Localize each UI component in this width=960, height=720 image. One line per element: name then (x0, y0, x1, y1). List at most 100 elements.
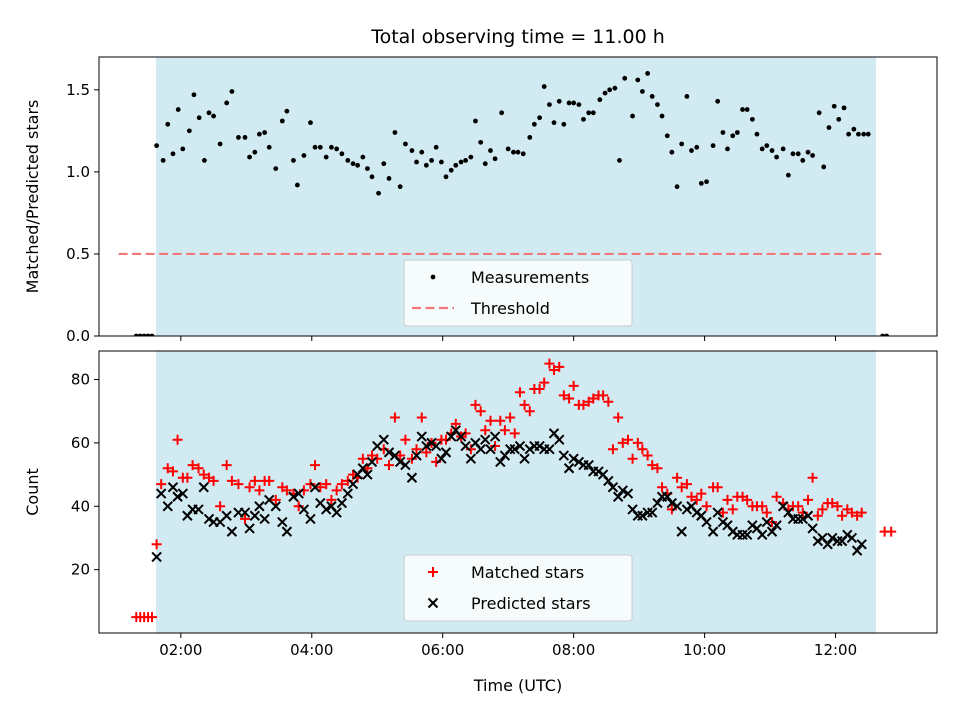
data-point (704, 179, 709, 185)
data-point (360, 154, 366, 160)
data-point (256, 131, 262, 137)
data-point-x (383, 447, 395, 458)
data-point-x (797, 513, 808, 525)
data-point (612, 85, 618, 91)
data-point-x (846, 532, 858, 544)
data-point-x (288, 491, 299, 502)
series-matched-stars (131, 358, 897, 623)
data-point (597, 97, 603, 103)
data-point-x (632, 510, 644, 521)
data-point (355, 162, 361, 168)
data-point (841, 105, 847, 111)
data-point (448, 167, 454, 173)
data-point-x (737, 529, 748, 540)
data-point-plus (564, 393, 575, 404)
data-point-plus (221, 460, 232, 471)
data-point (154, 143, 160, 149)
data-point (684, 93, 690, 99)
data-point-plus (421, 447, 432, 458)
data-point (308, 120, 313, 126)
data-point-x (766, 526, 778, 537)
data-point (800, 157, 806, 163)
data-point (515, 149, 521, 155)
data-point (266, 144, 272, 150)
legend-entry: Matched stars (471, 563, 584, 582)
data-point-x (394, 456, 406, 468)
data-point-plus (215, 501, 226, 512)
legend-entry: Predicted stars (471, 594, 591, 613)
data-point-x (568, 453, 579, 464)
data-point (511, 149, 516, 155)
data-point (821, 164, 827, 170)
data-point-plus (807, 472, 818, 483)
data-point (754, 131, 760, 137)
data-point (607, 87, 613, 93)
data-point (669, 149, 675, 155)
data-point (694, 144, 700, 150)
data-point (531, 121, 537, 127)
data-point (439, 159, 444, 165)
plot-area (131, 358, 897, 623)
data-point-plus (622, 434, 633, 445)
data-point (180, 146, 186, 152)
data-point-x (378, 434, 389, 445)
data-point (639, 89, 645, 94)
data-point-plus (771, 491, 782, 502)
axes-frame (98, 56, 938, 337)
data-point-plus (534, 384, 545, 395)
data-point-plus (460, 428, 471, 439)
data-point (851, 126, 857, 132)
data-point-plus (627, 453, 638, 464)
x-tick-label: 10:00 (683, 641, 726, 659)
data-point (252, 149, 258, 155)
data-point-x (239, 507, 251, 518)
data-point-plus (411, 444, 422, 455)
data-point (392, 130, 398, 135)
data-point-x (812, 535, 824, 547)
data-point (586, 110, 592, 116)
data-point-plus (233, 479, 244, 490)
data-point-x (691, 507, 702, 518)
data-point-plus (270, 494, 281, 505)
y-tick-label: 1.0 (66, 163, 90, 181)
data-point (409, 148, 415, 153)
data-point-x (747, 520, 758, 531)
data-point-plus (326, 494, 337, 505)
data-point-plus (519, 399, 530, 410)
data-point-x (259, 513, 270, 525)
x-tick-label: 12:00 (814, 641, 857, 659)
data-point-x (426, 437, 437, 449)
data-point-x (221, 510, 232, 521)
data-point (725, 146, 730, 152)
data-point (419, 149, 425, 155)
data-point-plus (717, 507, 728, 518)
data-point (780, 146, 786, 152)
data-point-x (509, 444, 520, 455)
data-point-x (475, 444, 486, 455)
data-point-plus (837, 510, 848, 521)
data-point-x (756, 529, 768, 540)
data-point-x (455, 431, 467, 442)
data-point (774, 154, 780, 160)
data-point (453, 162, 459, 168)
data-point (170, 151, 176, 157)
data-point-x (416, 431, 427, 442)
data-point-x (162, 501, 173, 512)
data-point-x (460, 440, 471, 452)
data-point (229, 89, 235, 94)
data-point-x (519, 453, 530, 464)
data-point-x (792, 513, 804, 525)
data-point-x (524, 444, 535, 455)
legend-marker (428, 567, 438, 577)
data-point-plus (485, 415, 496, 426)
data-point (790, 151, 796, 157)
data-point-x (320, 504, 332, 515)
data-point-plus (357, 453, 368, 464)
data-point-plus (167, 466, 178, 477)
data-point-x (856, 539, 867, 550)
data-point (581, 116, 586, 122)
data-point-plus (505, 412, 516, 423)
data-point (323, 154, 329, 160)
data-point (149, 333, 155, 336)
data-point (191, 92, 197, 98)
